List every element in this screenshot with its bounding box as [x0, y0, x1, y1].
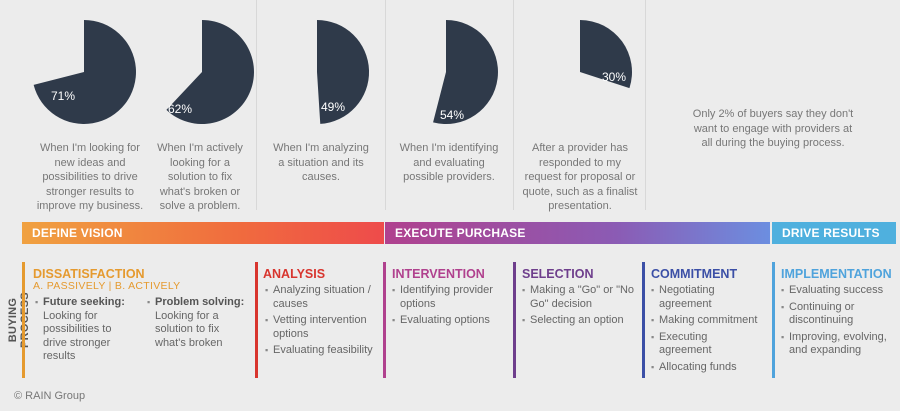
list-item: Vetting intervention options: [265, 314, 380, 341]
pie-label-2: 62%: [168, 102, 193, 116]
list-item: Evaluating success: [781, 284, 891, 298]
pie-label-1: 71%: [51, 89, 76, 103]
stage-title-dissatisfaction: DISSATISFACTION: [33, 267, 145, 281]
pie-description-2: When I'm actively looking for a solution t…: [157, 142, 243, 212]
pie-description-5: After a provider has responded to my reque…: [522, 142, 638, 212]
stage-list-analysis: Analyzing situation / causes Vetting int…: [265, 284, 380, 361]
problem-solving-heading: Problem solving:: [147, 296, 257, 310]
pie-chart-2: [166, 20, 254, 124]
list-item: Making a "Go" or "No Go" decision: [522, 284, 637, 311]
pie-column-4: 54% When I'm identifying and evaluating po…: [385, 0, 511, 210]
list-item: Making commitment: [651, 314, 761, 328]
pie-slice: [33, 20, 136, 124]
list-item: Analyzing situation / causes: [265, 284, 380, 311]
phase-define-vision: DEFINE VISION: [22, 222, 384, 244]
list-item: Evaluating feasibility: [265, 344, 380, 358]
stage-marker-commitment: [642, 262, 645, 378]
pie-column-1: 71% When I'm looking for new ideas and pos…: [22, 0, 143, 212]
stage-title-analysis: ANALYSIS: [263, 267, 326, 281]
pie-description-1: When I'm looking for new ideas and possibi…: [36, 142, 144, 212]
stage-marker-dissatisfaction: [22, 262, 25, 378]
pie-chart-5: [580, 20, 632, 89]
note-column: [645, 0, 646, 210]
stage-marker-implementation: [772, 262, 775, 378]
list-item: Identifying provider options: [392, 284, 507, 311]
pie-column-5: 30% After a provider has responded to my r…: [513, 0, 644, 212]
stage-title-implementation: IMPLEMENTATION: [781, 267, 892, 281]
list-item: Executing agreement: [651, 331, 761, 358]
list-item: Negotiating agreement: [651, 284, 761, 311]
phase-execute-purchase: EXECUTE PURCHASE: [385, 222, 770, 244]
stage-title-selection: SELECTION: [522, 267, 594, 281]
pie-label-4: 54%: [440, 108, 465, 122]
stage-list-commitment: Negotiating agreement Making commitment …: [651, 284, 761, 377]
pie-label-5: 30%: [602, 70, 627, 84]
pie-column-2: 62% When I'm actively looking for a soluti…: [148, 0, 254, 212]
stage-list-implementation: Evaluating success Continuing or discont…: [781, 284, 891, 361]
pie-chart-1: [33, 20, 136, 124]
pie-column-3: 49% When I'm analyzing a situation and it…: [256, 0, 384, 210]
stage-marker-selection: [513, 262, 516, 378]
pie-chart-3: [317, 19, 370, 124]
list-item: Improving, evolving, and expanding: [781, 331, 891, 358]
buying-process-label: BUYING PROCESS: [7, 292, 31, 348]
pie-label-3: 49%: [321, 100, 346, 114]
pie-description-4: When I'm identifying and evaluating possib…: [399, 142, 499, 183]
stage-marker-intervention: [383, 262, 386, 378]
pie-chart-4: [433, 20, 498, 124]
stage-subtitle-dissatisfaction: A. PASSIVELY | B. ACTIVELY: [33, 280, 181, 292]
engagement-note: Only 2% of buyers say they don't want to…: [692, 108, 854, 149]
pie-slice: [317, 19, 370, 124]
future-seeking-heading: Future seeking:: [35, 296, 145, 310]
phase-drive-results: DRIVE RESULTS: [772, 222, 896, 244]
list-item: Allocating funds: [651, 361, 761, 375]
pie-slice: [433, 20, 498, 124]
list-item: Selecting an option: [522, 314, 637, 328]
stage-marker-analysis: [255, 262, 258, 378]
stage-list-selection: Making a "Go" or "No Go" decision Select…: [522, 284, 637, 331]
future-seeking-block: Future seeking: Looking forpossibilities…: [35, 296, 145, 364]
copyright-footer: © RAIN Group: [14, 390, 86, 402]
pie-slice: [580, 20, 632, 89]
stage-title-commitment: COMMITMENT: [651, 267, 738, 281]
list-item: Evaluating options: [392, 314, 507, 328]
stage-list-intervention: Identifying provider options Evaluating …: [392, 284, 507, 331]
list-item: Continuing or discontinuing: [781, 301, 891, 328]
pie-description-3: When I'm analyzing a situation and its cau…: [273, 142, 369, 183]
pie-slice: [166, 20, 254, 124]
stage-title-intervention: INTERVENTION: [392, 267, 485, 281]
